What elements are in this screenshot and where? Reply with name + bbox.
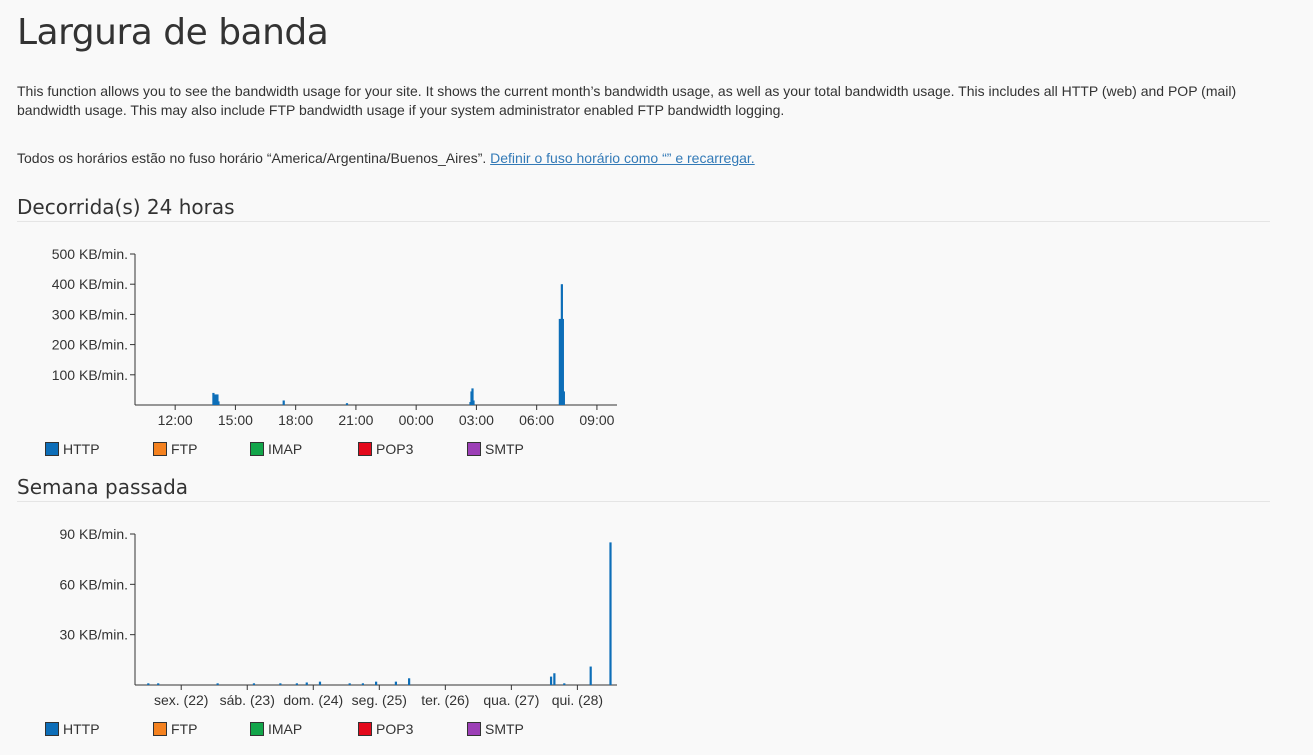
x-tick-label: dom. (24) xyxy=(283,692,343,708)
day-legend-item-http: HTTP xyxy=(45,441,100,457)
legend-swatch xyxy=(153,442,167,456)
data-bar xyxy=(348,683,351,685)
legend-swatch xyxy=(467,722,481,736)
legend-label: IMAP xyxy=(268,441,303,457)
data-bar xyxy=(563,683,566,685)
data-bar xyxy=(217,401,220,405)
x-tick-label: sáb. (23) xyxy=(220,692,275,708)
legend-swatch xyxy=(153,722,167,736)
data-bar xyxy=(216,683,219,685)
legend-label: FTP xyxy=(171,441,198,457)
data-bar xyxy=(305,682,308,685)
data-bar xyxy=(282,400,285,405)
timezone-text: Todos os horários estão no fuso horário … xyxy=(17,150,487,166)
x-tick-label: 21:00 xyxy=(338,412,373,428)
data-bar xyxy=(295,683,298,685)
legend-label: POP3 xyxy=(376,721,414,737)
day-legend-item-smtp: SMTP xyxy=(467,441,524,457)
legend-swatch xyxy=(467,442,481,456)
day-legend-item-ftp: FTP xyxy=(153,441,197,457)
x-tick-label: 12:00 xyxy=(158,412,193,428)
data-bar xyxy=(549,676,553,685)
data-bar xyxy=(408,678,411,685)
x-tick-label: 06:00 xyxy=(519,412,554,428)
y-tick-label: 60 KB/min. xyxy=(60,576,128,592)
page-title: Largura de banda xyxy=(17,12,329,53)
day-legend-item-imap: IMAP xyxy=(250,441,302,457)
data-bar xyxy=(157,683,160,685)
x-tick-label: sex. (22) xyxy=(154,692,208,708)
legend-label: HTTP xyxy=(63,441,100,457)
data-bar xyxy=(471,388,474,405)
x-tick-label: ter. (26) xyxy=(421,692,469,708)
x-tick-label: seg. (25) xyxy=(352,692,407,708)
data-bar xyxy=(589,666,592,685)
legend-label: POP3 xyxy=(376,441,414,457)
data-bar xyxy=(216,394,219,405)
legend-swatch xyxy=(358,442,372,456)
y-tick-label: 30 KB/min. xyxy=(60,627,128,643)
legend-label: FTP xyxy=(171,721,198,737)
legend-label: SMTP xyxy=(485,441,524,457)
x-tick-label: 03:00 xyxy=(459,412,494,428)
x-tick-label: 15:00 xyxy=(218,412,253,428)
x-tick-label: 18:00 xyxy=(278,412,313,428)
y-tick-label: 300 KB/min. xyxy=(52,306,128,322)
data-bar xyxy=(375,681,378,685)
data-bar xyxy=(345,403,349,405)
legend-label: HTTP xyxy=(63,721,100,737)
week-legend-item-pop3: POP3 xyxy=(358,721,413,737)
timezone-notice: Todos os horários estão no fuso horário … xyxy=(17,149,755,168)
chart-week: 30 KB/min. 60 KB/min. 90 KB/min. sex. (22) s… xyxy=(17,524,627,715)
y-tick-label: 200 KB/min. xyxy=(52,337,128,353)
data-bar xyxy=(553,673,556,685)
legend-swatch xyxy=(45,442,59,456)
y-tick-label: 100 KB/min. xyxy=(52,367,128,383)
data-bar xyxy=(279,683,282,685)
week-legend-item-http: HTTP xyxy=(45,721,100,737)
data-bar xyxy=(561,318,564,405)
legend-swatch xyxy=(358,722,372,736)
week-legend-item-smtp: SMTP xyxy=(467,721,524,737)
legend-label: IMAP xyxy=(268,721,303,737)
set-timezone-link[interactable]: Definir o fuso horário como “” e recarre… xyxy=(490,150,755,166)
day-legend-item-pop3: POP3 xyxy=(358,441,413,457)
x-tick-label: qui. (28) xyxy=(552,692,603,708)
week-legend-item-ftp: FTP xyxy=(153,721,197,737)
section-title-week: Semana passada xyxy=(17,473,1270,502)
section-title-24h: Decorrida(s) 24 horas xyxy=(17,193,1270,222)
legend-swatch xyxy=(250,442,264,456)
legend-label: SMTP xyxy=(485,721,524,737)
data-bar xyxy=(562,391,565,405)
data-bar xyxy=(394,681,398,685)
x-tick-label: qua. (27) xyxy=(483,692,539,708)
x-tick-label: 00:00 xyxy=(399,412,434,428)
y-tick-label: 90 KB/min. xyxy=(60,526,128,542)
chart-24h: 100 KB/min. 200 KB/min. 300 KB/min. 400 KB/… xyxy=(17,244,627,435)
y-tick-label: 500 KB/min. xyxy=(52,246,128,262)
page-description: This function allows you to see the band… xyxy=(17,83,1237,118)
legend-swatch xyxy=(45,722,59,736)
data-bar xyxy=(147,683,150,685)
week-legend-item-imap: IMAP xyxy=(250,721,302,737)
x-tick-label: 09:00 xyxy=(579,412,614,428)
data-bar xyxy=(361,683,364,685)
y-tick-label: 400 KB/min. xyxy=(52,276,128,292)
data-bar xyxy=(609,542,612,685)
data-bar xyxy=(318,681,322,685)
data-bar xyxy=(472,400,475,405)
legend-swatch xyxy=(250,722,264,736)
data-bar xyxy=(252,683,256,685)
